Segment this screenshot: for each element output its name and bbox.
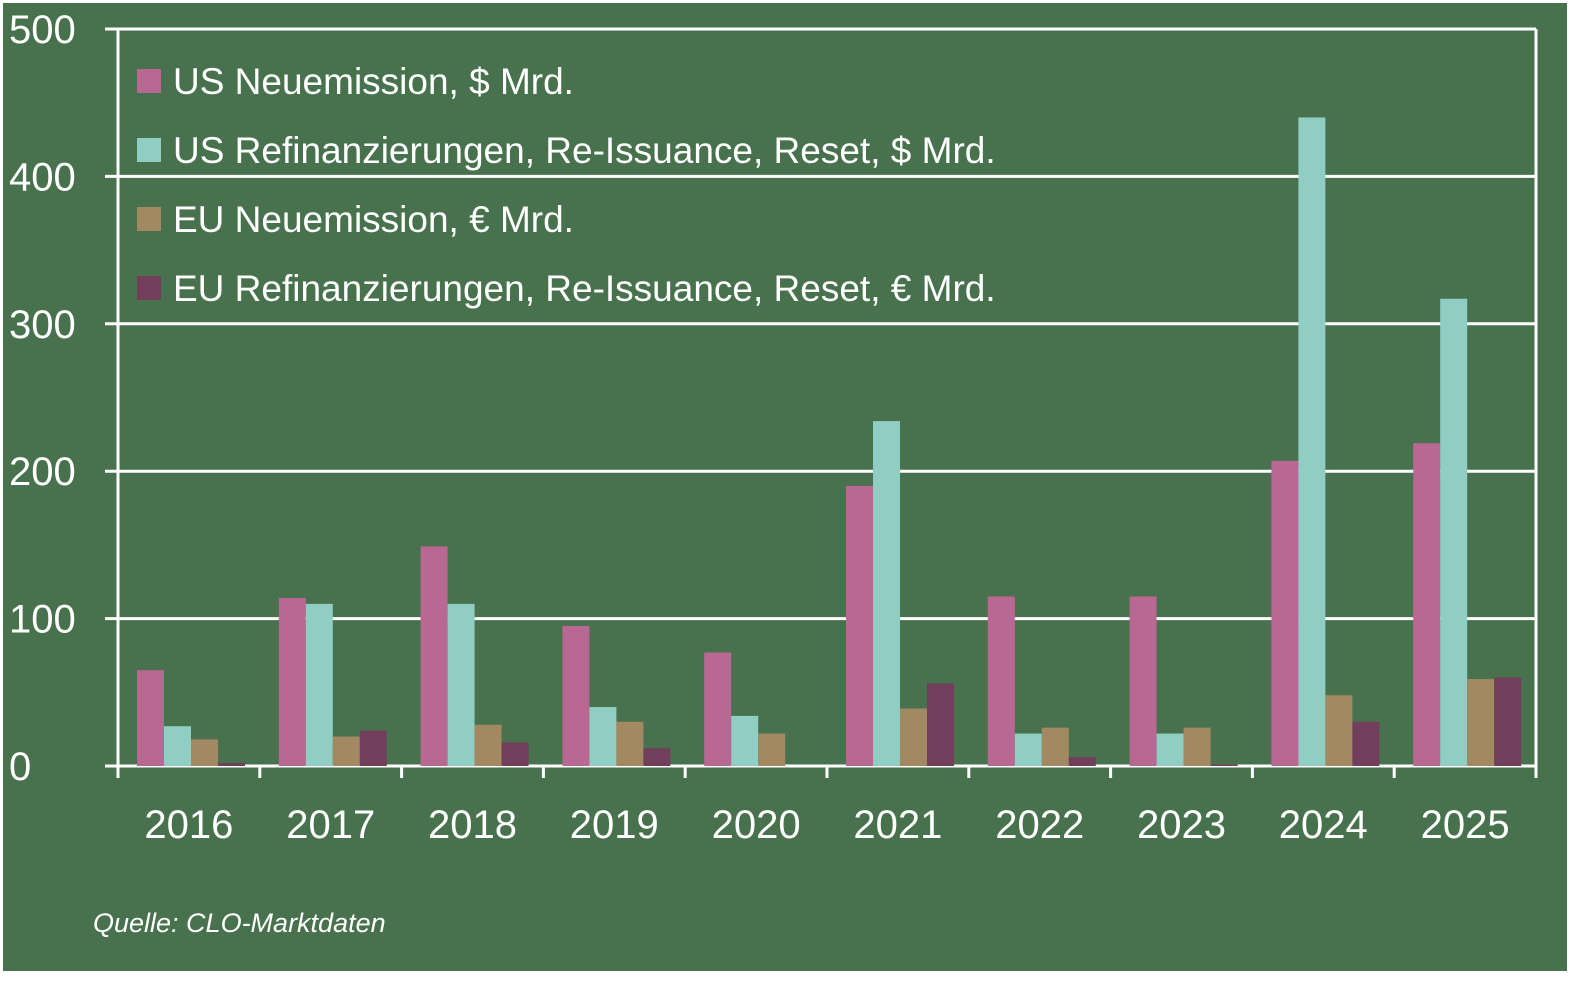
bar [1467,679,1495,766]
legend-label: EU Neuemission, € Mrd. [173,199,574,240]
bar [1014,733,1042,766]
legend-swatch [137,69,161,93]
bar [704,652,732,766]
bar [1352,721,1380,766]
x-tick-label: 2023 [1137,803,1226,847]
bar [927,683,954,766]
bar [731,715,759,766]
y-tick-label: 200 [9,450,76,494]
bars [137,117,1522,766]
bar [1068,757,1096,766]
legend-swatch [137,207,161,231]
bar [278,597,306,766]
source-note: Quelle: CLO-Marktdaten [93,908,386,938]
x-tick-label: 2019 [570,803,659,847]
x-tick-label: 2022 [995,803,1084,847]
bar [1129,596,1157,766]
bar [562,625,590,766]
bar [900,708,927,766]
legend-swatch [137,276,161,300]
bar [137,670,164,766]
bar [447,603,475,766]
bar [359,730,387,766]
bar-chart: 0 100 200 300 400 500 2016 2017 2018 2019 2020 202… [9,8,1538,847]
bar [1298,117,1326,766]
bar [164,726,191,766]
chart-frame: 0 100 200 300 400 500 2016 2017 2018 2019 2020 202… [3,3,1567,971]
bar [218,763,245,766]
bar [589,707,617,766]
bar [1440,298,1468,766]
x-axis-tick-labels: 2016 2017 2018 2019 2020 2021 2022 2023 2024 2025 [144,803,1509,847]
x-tick-label: 2025 [1421,803,1510,847]
bar [420,546,448,766]
bar [1271,460,1299,766]
bar [873,421,900,766]
y-tick-label: 500 [9,8,76,52]
bar [305,603,333,766]
x-tick-label: 2024 [1279,803,1368,847]
bar [1156,733,1184,766]
bar [1494,677,1522,766]
bar [332,736,360,766]
y-tick-label: 100 [9,598,76,642]
bar [474,724,502,766]
bar [191,739,218,766]
x-tick-label: 2021 [853,803,942,847]
legend-label: US Neuemission, $ Mrd. [173,61,574,102]
bar [1041,727,1069,766]
y-tick-label: 300 [9,303,76,347]
legend-swatch [137,138,161,162]
x-tick-label: 2018 [428,803,517,847]
bar [616,721,644,766]
axes [116,29,1538,778]
bar [643,748,671,766]
bar [501,742,529,766]
y-tick-label: 0 [9,745,31,789]
x-tick-label: 2020 [712,803,801,847]
legend-label: EU Refinanzierungen, Re-Issuance, Reset,… [173,268,996,309]
bar [1183,727,1211,766]
legend-label: US Refinanzierungen, Re-Issuance, Reset,… [173,130,996,171]
bar [758,733,786,766]
y-axis-tick-labels: 0 100 200 300 400 500 [9,8,76,789]
y-tick-label: 400 [9,155,76,199]
bar [987,596,1015,766]
x-tick-label: 2017 [286,803,375,847]
legend: US Neuemission, $ Mrd. US Refinanzierunge… [137,61,996,309]
bar [1413,443,1441,766]
bar [1210,764,1238,766]
bar [1325,695,1353,766]
x-tick-label: 2016 [144,803,233,847]
bar [846,485,873,766]
